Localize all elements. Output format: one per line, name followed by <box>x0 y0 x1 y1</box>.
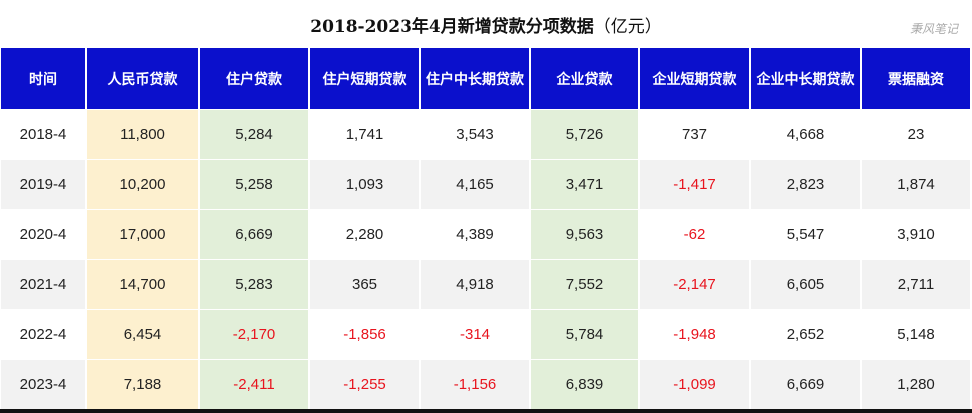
table-cell: 2,711 <box>861 259 972 310</box>
bottom-border <box>0 409 972 413</box>
table-cell: -62 <box>639 209 751 260</box>
table-cell: 5,283 <box>199 259 310 310</box>
table-cell: 6,669 <box>199 209 310 260</box>
table-cell: -1,856 <box>309 309 421 360</box>
table-cell: 17,000 <box>86 209 200 260</box>
table-cell: 5,784 <box>530 309 640 360</box>
header-row: 时间 人民币贷款 住户贷款 住户短期贷款 住户中长期贷款 企业贷款 企业短期贷款 企业中长期贷… <box>1 48 972 110</box>
table-cell: 2,823 <box>750 159 862 210</box>
watermark: 秉风笔记 <box>909 22 958 36</box>
table-row: 2019-4 10,200 5,258 1,093 4,165 3,471 -1,417 2,… <box>1 159 972 210</box>
table-cell: 737 <box>639 109 751 160</box>
table-cell: 5,258 <box>199 159 310 210</box>
table-cell: -1,255 <box>309 359 421 409</box>
table-cell: 11,800 <box>86 109 200 160</box>
column-header: 企业中长期贷款 <box>750 48 862 110</box>
row-label: 2019-4 <box>1 159 87 210</box>
table-cell: 4,165 <box>420 159 531 210</box>
table-cell: 3,910 <box>861 209 972 260</box>
table-cell: -314 <box>420 309 531 360</box>
table-cell: 1,280 <box>861 359 972 409</box>
table-cell: 23 <box>861 109 972 160</box>
table-cell: 5,547 <box>750 209 862 260</box>
table-cell: 6,454 <box>86 309 200 360</box>
table-cell: -1,948 <box>639 309 751 360</box>
table-row: 2021-4 14,700 5,283 365 4,918 7,552 -2,147 6,60… <box>1 259 972 310</box>
column-header: 人民币贷款 <box>86 48 200 110</box>
table-cell: 10,200 <box>86 159 200 210</box>
table-cell: 5,726 <box>530 109 640 160</box>
table-cell: 5,284 <box>199 109 310 160</box>
table-cell: 7,188 <box>86 359 200 409</box>
title-text: 2018-2023年4月新增贷款分项数据 <box>310 17 594 37</box>
table-cell: -2,411 <box>199 359 310 409</box>
column-header: 企业短期贷款 <box>639 48 751 110</box>
row-label: 2021-4 <box>1 259 87 310</box>
table-cell: 365 <box>309 259 421 310</box>
table-cell: 2,280 <box>309 209 421 260</box>
table-cell: 14,700 <box>86 259 200 310</box>
table-cell: 1,093 <box>309 159 421 210</box>
table-cell: 2,652 <box>750 309 862 360</box>
table-cell: 5,148 <box>861 309 972 360</box>
title-unit: （亿元） <box>593 17 662 37</box>
table-row: 2020-4 17,000 6,669 2,280 4,389 9,563 -62 5,547… <box>1 209 972 260</box>
table-cell: 4,389 <box>420 209 531 260</box>
table-cell: 4,668 <box>750 109 862 160</box>
column-header: 住户短期贷款 <box>309 48 421 110</box>
column-header: 住户贷款 <box>199 48 310 110</box>
table-cell: -1,417 <box>639 159 751 210</box>
data-table: 时间 人民币贷款 住户贷款 住户短期贷款 住户中长期贷款 企业贷款 企业短期贷款 企业中长期贷… <box>1 48 972 409</box>
table-cell: 6,605 <box>750 259 862 310</box>
table-cell: -2,147 <box>639 259 751 310</box>
row-label: 2023-4 <box>1 359 87 409</box>
table-cell: 6,669 <box>750 359 862 409</box>
table-cell: 3,543 <box>420 109 531 160</box>
column-header: 企业贷款 <box>530 48 640 110</box>
table-row: 2018-4 11,800 5,284 1,741 3,543 5,726 737 4,668… <box>1 109 972 160</box>
column-header: 时间 <box>1 48 87 110</box>
table-cell: 1,741 <box>309 109 421 160</box>
table-cell: 7,552 <box>530 259 640 310</box>
table-cell: 6,839 <box>530 359 640 409</box>
table-cell: 1,874 <box>861 159 972 210</box>
row-label: 2020-4 <box>1 209 87 260</box>
row-label: 2018-4 <box>1 109 87 160</box>
table-row: 2022-4 6,454 -2,170 -1,856 -314 5,784 -1,948 2,… <box>1 309 972 360</box>
table-cell: 4,918 <box>420 259 531 310</box>
row-label: 2022-4 <box>1 309 87 360</box>
table-cell: -2,170 <box>199 309 310 360</box>
column-header: 住户中长期贷款 <box>420 48 531 110</box>
table-cell: -1,099 <box>639 359 751 409</box>
table-row: 2023-4 7,188 -2,411 -1,255 -1,156 6,839 -1,099… <box>1 359 972 409</box>
table-cell: 9,563 <box>530 209 640 260</box>
column-header: 票据融资 <box>861 48 972 110</box>
chart-title: 2018-2023年4月新增贷款分项数据（亿元） <box>0 12 972 37</box>
table-cell: -1,156 <box>420 359 531 409</box>
table-cell: 3,471 <box>530 159 640 210</box>
